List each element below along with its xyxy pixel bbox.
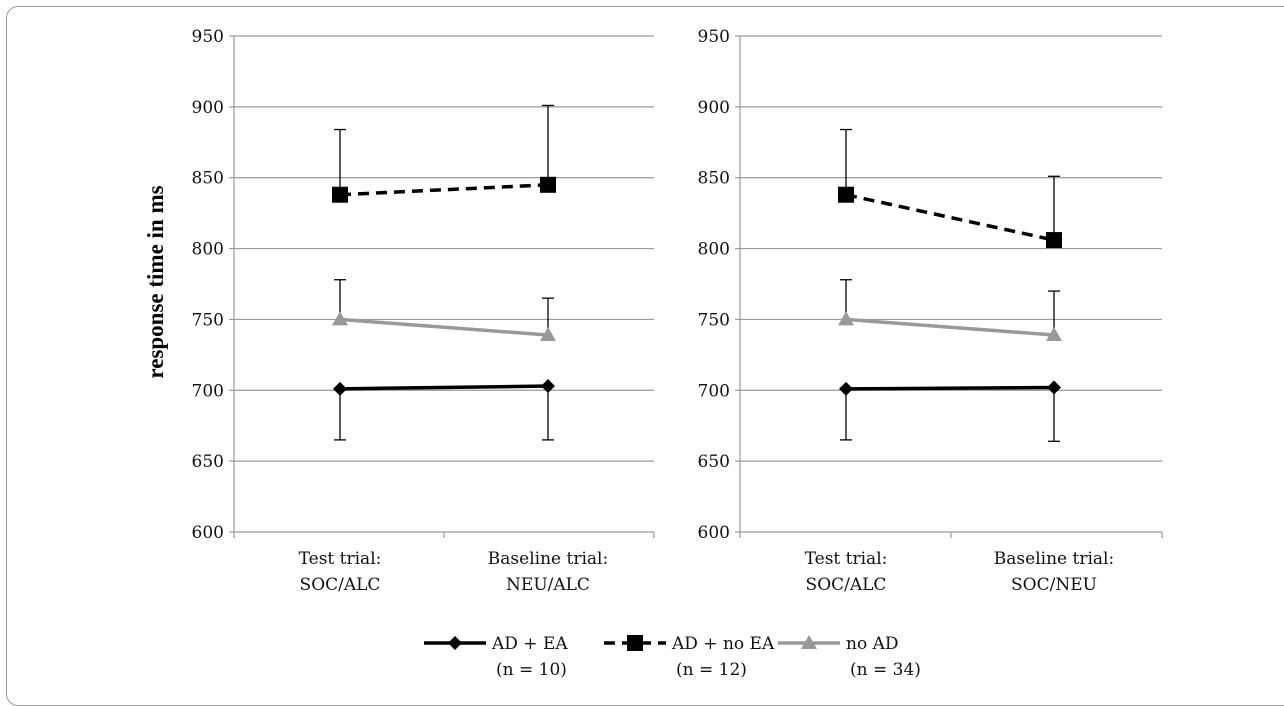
y-tick-label: 950 — [698, 27, 730, 47]
data-point — [838, 311, 854, 326]
legend-count: (n = 10) — [496, 660, 567, 680]
legend-item: AD + no EA (n = 12) — [604, 634, 775, 680]
y-tick-label: 900 — [698, 98, 730, 118]
legend-label: AD + EA — [491, 634, 568, 654]
legend: AD + EA (n = 10) AD + no EA (n = 12) no AD (n… — [424, 634, 921, 680]
data-point — [1046, 327, 1062, 342]
series-ad-ea — [333, 379, 555, 441]
y-tick-label: 900 — [192, 98, 224, 118]
series-ad-no-ea — [332, 104, 556, 203]
x-category-label-line1: Baseline trial: — [488, 549, 608, 569]
legend-count: (n = 12) — [676, 660, 747, 680]
y-tick-label: 700 — [192, 381, 224, 401]
data-point — [332, 186, 348, 203]
data-point — [1047, 380, 1061, 395]
x-category-label-line2: SOC/NEU — [1011, 575, 1097, 595]
legend-label: no AD — [846, 634, 899, 654]
y-tick-label: 600 — [192, 523, 224, 543]
data-point — [332, 311, 348, 326]
data-point — [838, 186, 854, 203]
legend-count: (n = 34) — [850, 660, 921, 680]
x-category-label-line1: Baseline trial: — [994, 549, 1114, 569]
y-axis-label: response time in ms — [143, 185, 168, 378]
data-point — [541, 379, 555, 394]
legend-swatch-marker — [801, 635, 817, 649]
chart-figure: response time in ms 600 650 700 750 800 850 90… — [143, 27, 1163, 680]
x-category-label-line2: SOC/ALC — [300, 575, 381, 595]
chart-panel-1: 600 650 700 750 800 850 900 950 Test trial: SOC/A… — [192, 27, 655, 595]
y-tick-label: 700 — [698, 381, 730, 401]
data-point — [839, 381, 853, 396]
series-line — [339, 384, 549, 391]
series-line — [845, 193, 1055, 242]
y-tick-label: 650 — [698, 452, 730, 472]
series-ad-ea — [839, 380, 1061, 442]
series-no-ad — [838, 279, 1062, 342]
x-category-label-line1: Test trial: — [299, 549, 382, 569]
data-point — [333, 381, 347, 396]
x-category-label-line2: NEU/ALC — [506, 575, 590, 595]
y-tick-label: 850 — [192, 169, 224, 189]
y-tick-label: 800 — [698, 240, 730, 260]
series-line — [339, 183, 549, 197]
series-line — [845, 317, 1055, 337]
legend-swatch-marker — [448, 636, 462, 650]
x-category-label-line2: SOC/ALC — [806, 575, 887, 595]
legend-label: AD + no EA — [671, 634, 775, 654]
legend-swatch-marker — [627, 635, 643, 651]
data-point — [1046, 232, 1062, 249]
y-tick-label: 800 — [192, 240, 224, 260]
legend-item: no AD (n = 34) — [778, 634, 921, 680]
series-line — [845, 385, 1055, 391]
y-tick-label: 650 — [192, 452, 224, 472]
chart-panel-2: 600 650 700 750 800 850 900 950 Test trial: SOC/A… — [698, 27, 1163, 595]
series-line — [339, 317, 549, 337]
data-point — [540, 327, 556, 342]
y-tick-label: 850 — [698, 169, 730, 189]
data-point — [540, 176, 556, 193]
series-no-ad — [332, 279, 556, 342]
y-tick-label: 750 — [192, 310, 224, 330]
y-tick-label: 600 — [698, 523, 730, 543]
series-ad-no-ea — [838, 128, 1062, 249]
legend-item: AD + EA (n = 10) — [424, 634, 568, 680]
y-tick-label: 950 — [192, 27, 224, 47]
y-tick-label: 750 — [698, 310, 730, 330]
x-category-label-line1: Test trial: — [805, 549, 888, 569]
